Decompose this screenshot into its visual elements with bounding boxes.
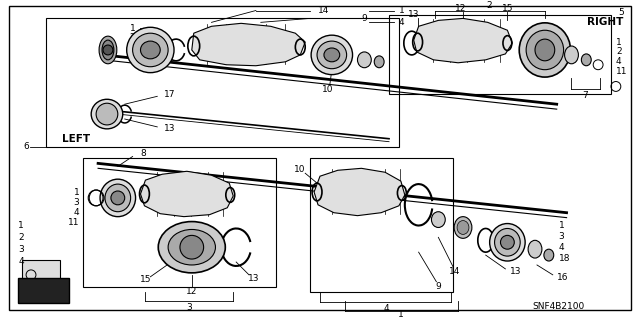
Ellipse shape xyxy=(544,249,554,261)
Text: 2: 2 xyxy=(130,33,136,42)
Text: 9: 9 xyxy=(362,14,367,23)
Text: 3: 3 xyxy=(18,245,24,254)
Text: 5: 5 xyxy=(618,8,624,17)
Text: 11: 11 xyxy=(68,218,79,227)
Ellipse shape xyxy=(317,41,347,69)
Ellipse shape xyxy=(374,56,384,68)
Text: 13: 13 xyxy=(510,267,522,276)
Polygon shape xyxy=(192,23,305,66)
Text: SNF4B2100: SNF4B2100 xyxy=(532,302,584,311)
Text: 4: 4 xyxy=(399,18,404,27)
Ellipse shape xyxy=(141,41,160,59)
Text: 3: 3 xyxy=(186,303,192,312)
Text: 13: 13 xyxy=(408,10,419,19)
Ellipse shape xyxy=(324,48,340,62)
Ellipse shape xyxy=(519,23,570,77)
Text: 4: 4 xyxy=(74,208,79,217)
Text: 18: 18 xyxy=(127,50,138,59)
Ellipse shape xyxy=(102,40,114,60)
Ellipse shape xyxy=(99,36,117,64)
Ellipse shape xyxy=(535,39,555,61)
Text: 2: 2 xyxy=(616,48,621,56)
Text: 13: 13 xyxy=(164,124,175,133)
Text: 4: 4 xyxy=(383,304,389,313)
Text: 1: 1 xyxy=(559,221,564,230)
Text: 12: 12 xyxy=(186,287,198,296)
Text: 14: 14 xyxy=(318,6,330,15)
Ellipse shape xyxy=(127,27,174,73)
Ellipse shape xyxy=(454,217,472,238)
Text: 4: 4 xyxy=(130,41,136,50)
Ellipse shape xyxy=(526,30,564,70)
Text: 1: 1 xyxy=(398,310,404,319)
Text: 10: 10 xyxy=(322,85,333,94)
Circle shape xyxy=(103,45,113,55)
Text: 2: 2 xyxy=(18,233,24,242)
Ellipse shape xyxy=(100,179,136,217)
Text: 1: 1 xyxy=(130,24,136,33)
Text: 13: 13 xyxy=(248,274,260,283)
Ellipse shape xyxy=(358,52,371,68)
Text: 3: 3 xyxy=(74,198,79,207)
Bar xyxy=(22,260,60,282)
Text: 7: 7 xyxy=(582,91,588,100)
Text: LEFT: LEFT xyxy=(61,134,90,144)
Polygon shape xyxy=(141,171,233,217)
Circle shape xyxy=(180,235,204,259)
Ellipse shape xyxy=(111,191,125,205)
Text: 16: 16 xyxy=(557,273,568,282)
Ellipse shape xyxy=(490,224,525,261)
Ellipse shape xyxy=(96,103,118,125)
Ellipse shape xyxy=(105,184,131,212)
Ellipse shape xyxy=(495,228,520,256)
Text: 9: 9 xyxy=(435,282,441,291)
Text: 1: 1 xyxy=(74,189,79,197)
Text: 15: 15 xyxy=(502,4,513,13)
Ellipse shape xyxy=(91,99,123,129)
Text: 10: 10 xyxy=(294,165,305,174)
Text: 11: 11 xyxy=(616,67,627,76)
Text: 4: 4 xyxy=(559,243,564,252)
Text: 2: 2 xyxy=(487,1,492,10)
Polygon shape xyxy=(314,168,405,216)
Text: 14: 14 xyxy=(449,267,461,276)
Text: 17: 17 xyxy=(164,90,175,99)
Polygon shape xyxy=(413,19,513,63)
Ellipse shape xyxy=(431,212,445,227)
Text: 4: 4 xyxy=(616,57,621,66)
Ellipse shape xyxy=(500,235,515,249)
Text: 4: 4 xyxy=(18,256,24,265)
Ellipse shape xyxy=(168,229,216,265)
Text: RIGHT: RIGHT xyxy=(588,17,624,27)
Ellipse shape xyxy=(581,54,591,66)
Bar xyxy=(18,278,70,303)
Text: FR.: FR. xyxy=(35,288,53,298)
Text: 6: 6 xyxy=(23,142,29,151)
Ellipse shape xyxy=(311,35,353,75)
Text: 1: 1 xyxy=(18,221,24,230)
Text: 1: 1 xyxy=(616,38,621,47)
Text: 15: 15 xyxy=(140,275,151,284)
Ellipse shape xyxy=(528,240,542,258)
Text: 8: 8 xyxy=(141,149,147,158)
Text: 18: 18 xyxy=(559,254,570,263)
Text: 3: 3 xyxy=(559,232,564,241)
Ellipse shape xyxy=(158,222,225,273)
Ellipse shape xyxy=(132,33,168,67)
Text: 12: 12 xyxy=(455,4,467,13)
Ellipse shape xyxy=(457,220,469,234)
Ellipse shape xyxy=(564,46,579,64)
Text: 1: 1 xyxy=(399,6,404,15)
